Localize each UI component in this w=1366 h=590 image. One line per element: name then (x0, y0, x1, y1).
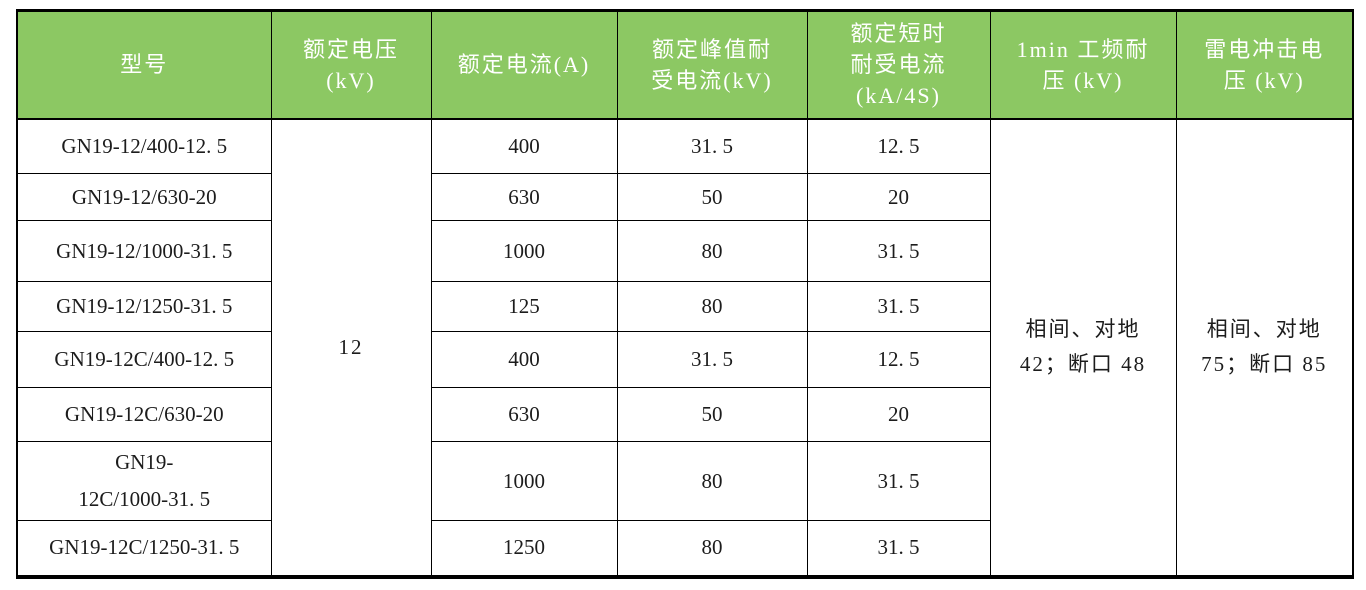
table-row: GN19-12C/400-12. 5 400 31. 5 12. 5 (16, 331, 1353, 388)
table-row: GN19-12C/630-20 630 50 20 (16, 387, 1353, 442)
short-time-withstand-cell: 12. 5 (806, 118, 991, 174)
model-cell: GN19-12/1250-31. 5 (16, 281, 272, 332)
rated-current-cell: 1000 (430, 441, 618, 521)
col-header-short-time-withstand-current: 额定短时 耐受电流 (kA/4S) (806, 10, 991, 120)
model-cell: GN19-12/400-12. 5 (16, 118, 272, 174)
short-time-withstand-cell: 31. 5 (806, 281, 991, 332)
rated-current-cell: 1250 (430, 520, 618, 577)
short-time-withstand-cell: 31. 5 (806, 441, 991, 521)
model-cell: GN19-12/630-20 (16, 173, 272, 221)
col-header-rated-voltage: 额定电压 (kV) (270, 10, 432, 120)
rated-current-cell: 630 (430, 173, 618, 221)
peak-withstand-cell: 31. 5 (616, 331, 808, 388)
col-header-lightning-impulse-voltage: 雷电冲击电 压 (kV) (1175, 10, 1354, 120)
short-time-withstand-cell: 12. 5 (806, 331, 991, 388)
peak-withstand-cell: 80 (616, 520, 808, 577)
peak-withstand-cell: 80 (616, 281, 808, 332)
model-cell: GN19-12/1000-31. 5 (16, 220, 272, 282)
table-row: GN19-12/1000-31. 5 1000 80 31. 5 (16, 220, 1353, 282)
model-cell: GN19- 12C/1000-31. 5 (16, 441, 272, 521)
rated-current-cell: 630 (430, 387, 618, 442)
col-header-model: 型号 (16, 10, 272, 120)
table-row: GN19- 12C/1000-31. 5 1000 80 31. 5 (16, 441, 1353, 521)
table-row: GN19-12/1250-31. 5 125 80 31. 5 (16, 281, 1353, 332)
rated-current-cell: 400 (430, 331, 618, 388)
short-time-withstand-cell: 31. 5 (806, 520, 991, 577)
table-row: GN19-12/630-20 630 50 20 (16, 173, 1353, 221)
col-header-rated-current: 额定电流(A) (430, 10, 618, 120)
short-time-withstand-cell: 31. 5 (806, 220, 991, 282)
peak-withstand-cell: 50 (616, 387, 808, 442)
rated-current-cell: 125 (430, 281, 618, 332)
peak-withstand-cell: 80 (616, 441, 808, 521)
table-row: GN19-12/400-12. 5 12 400 31. 5 12. 5 相间、… (16, 118, 1354, 577)
col-header-peak-withstand-current: 额定峰值耐 受电流(kV) (616, 10, 808, 120)
rated-voltage-cell: 12 (270, 118, 432, 577)
peak-withstand-cell: 50 (616, 173, 808, 221)
table-row: GN19-12C/1250-31. 5 1250 80 31. 5 (16, 520, 1353, 577)
model-cell: GN19-12C/400-12. 5 (16, 331, 272, 388)
header-row: 型号 额定电压 (kV) 额定电流(A) 额定峰值耐 受电流(kV) 额定短时 … (16, 10, 1354, 120)
peak-withstand-cell: 31. 5 (616, 118, 808, 174)
short-time-withstand-cell: 20 (806, 387, 991, 442)
peak-withstand-cell: 80 (616, 220, 808, 282)
model-cell: GN19-12C/1250-31. 5 (16, 520, 272, 577)
short-time-withstand-cell: 20 (806, 173, 991, 221)
lightning-impulse-cell: 相间、对地 75；断口 85 (1175, 118, 1354, 577)
col-header-power-frequency-withstand-voltage: 1min 工频耐 压 (kV) (989, 10, 1177, 120)
rated-current-cell: 1000 (430, 220, 618, 282)
rated-current-cell: 400 (430, 118, 618, 174)
model-cell: GN19-12C/630-20 (16, 387, 272, 442)
switch-spec-table: 型号 额定电压 (kV) 额定电流(A) 额定峰值耐 受电流(kV) 额定短时 … (16, 9, 1354, 579)
power-frequency-withstand-cell: 相间、对地 42；断口 48 (989, 118, 1177, 577)
